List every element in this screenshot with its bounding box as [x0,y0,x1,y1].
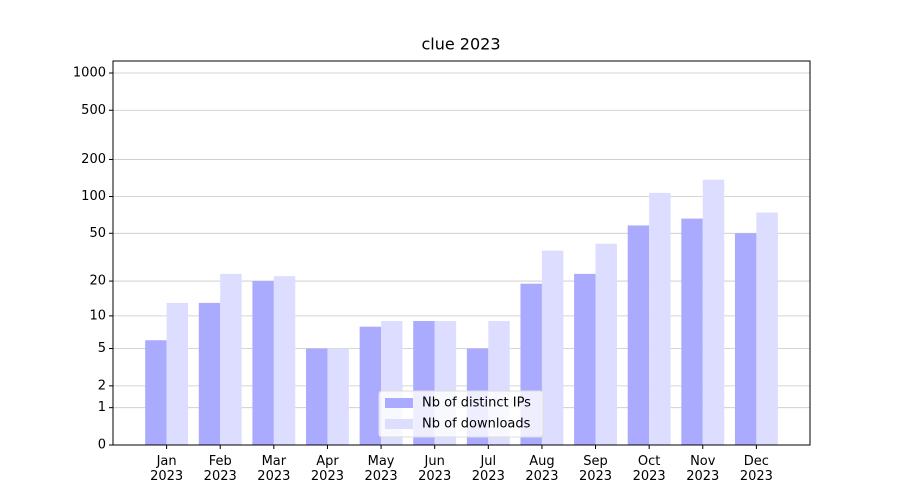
x-tick-label: Nov 2023 [686,454,720,484]
chart-title: clue 2023 [421,35,500,54]
y-tick-label: 10 [89,308,106,323]
x-tick-label: Aug 2023 [525,454,559,484]
legend-swatch [385,398,413,408]
bar [681,218,703,445]
bar [702,179,725,445]
bar [734,233,757,445]
bar [359,326,382,445]
bar [166,302,189,445]
y-tick-label: 1000 [73,66,106,81]
legend-label: Nb of downloads [422,417,531,432]
y-tick-label: 500 [81,103,106,118]
y-tick-label: 1 [98,400,106,415]
legend-swatch [385,419,413,429]
x-tick-label: Feb 2023 [203,454,237,484]
y-tick-label: 50 [89,226,106,241]
bar [541,250,564,445]
legend-box [378,390,544,438]
legend-label: Nb of distinct IPs [422,396,531,411]
x-tick-label: Mar 2023 [257,454,291,484]
x-tick-label: Jun 2023 [418,454,452,484]
x-tick-label: Dec 2023 [739,454,773,484]
bar [756,212,778,445]
x-tick-label: Oct 2023 [632,454,666,484]
bar [649,192,671,445]
bar [595,243,617,445]
x-tick-label: Jul 2023 [471,454,505,484]
bar [220,273,242,445]
legend: Nb of distinct IPs Nb of downloads [378,390,544,438]
y-tick-label: 0 [98,438,106,453]
bar [327,348,349,445]
bar [198,302,221,445]
bar [145,340,167,445]
bar [574,273,596,445]
bar [306,348,328,445]
y-tick-label: 2 [98,378,106,393]
y-tick-label: 5 [98,341,106,356]
y-tick-label: 100 [81,189,106,204]
y-tick-label: 20 [89,274,106,289]
y-tick-label: 200 [81,152,106,167]
bar [252,281,274,445]
bar [627,225,650,445]
x-tick-label: May 2023 [364,454,398,484]
bar [273,276,296,445]
x-tick-label: Jan 2023 [150,454,184,484]
x-tick-label: Apr 2023 [310,454,344,484]
plot-frame [112,60,811,446]
x-tick-label: Sep 2023 [578,454,613,484]
